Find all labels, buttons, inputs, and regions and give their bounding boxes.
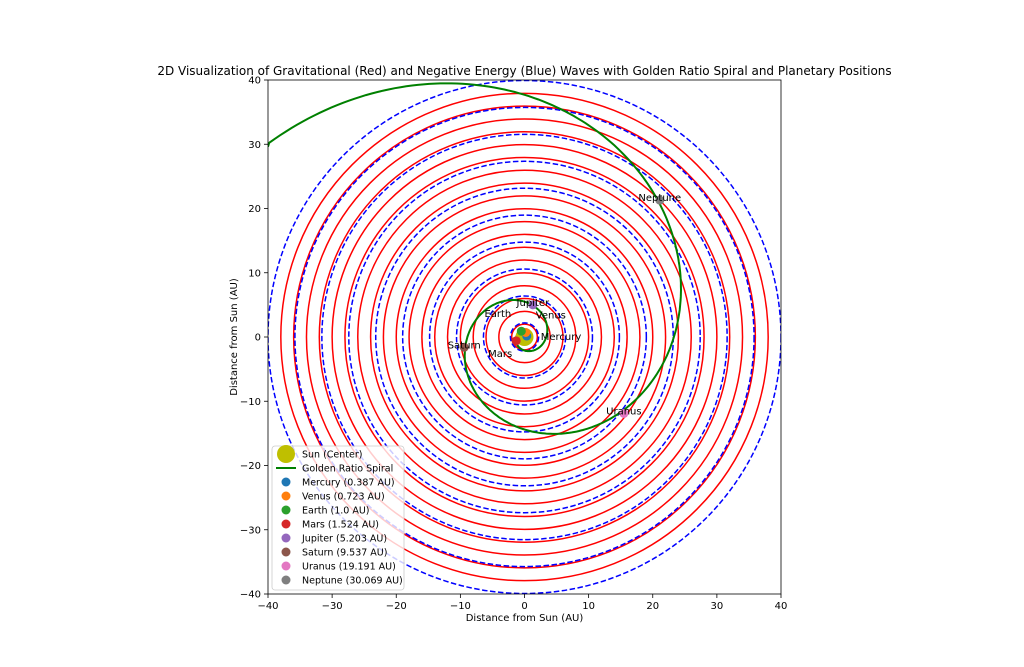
- y-tick-label: 40: [248, 76, 261, 87]
- gravitational-wave-circle: [421, 233, 628, 441]
- planet-label-venus: Venus: [536, 311, 566, 322]
- legend-marker-jupiter: [281, 533, 291, 543]
- x-tick-label: −40: [257, 601, 278, 612]
- legend-label-jupiter: Jupiter (5.203 AU): [301, 534, 387, 545]
- gravitational-wave-circle: [408, 220, 641, 454]
- negative-energy-wave-circle: [428, 241, 621, 433]
- legend-label-neptune: Neptune (30.069 AU): [302, 576, 403, 587]
- legend-label-mars: Mars (1.524 AU): [302, 520, 379, 531]
- y-tick-label: −10: [240, 397, 261, 408]
- legend-label-saturn: Saturn (9.537 AU): [302, 548, 387, 559]
- y-tick-label: −30: [240, 525, 261, 536]
- gravitational-wave-circle: [485, 297, 564, 377]
- legend-marker-mars: [281, 519, 291, 529]
- planet-marker-mars: [511, 336, 521, 346]
- legend-sun-marker: [277, 445, 295, 463]
- negative-energy-wave-circle: [482, 295, 567, 379]
- planet-marker-jupiter: [528, 300, 538, 310]
- negative-energy-wave-circle: [401, 214, 648, 460]
- legend-marker-neptune: [281, 575, 291, 585]
- negative-energy-wave-circle: [268, 80, 781, 594]
- y-axis-label: Distance from Sun (AU): [229, 278, 240, 396]
- x-tick-label: 40: [775, 601, 788, 612]
- planet-marker-saturn: [459, 342, 469, 352]
- y-tick-label: 0: [255, 333, 261, 344]
- x-tick-label: 0: [521, 601, 527, 612]
- golden-ratio-spiral: [268, 82, 683, 435]
- x-tick-label: 30: [711, 601, 724, 612]
- y-tick-label: −40: [240, 590, 261, 601]
- legend-label-uranus: Uranus (19.191 AU): [302, 562, 396, 573]
- plot-area: [268, 80, 781, 594]
- planet-label-saturn: Saturn: [448, 340, 481, 351]
- planet-label-earth: Earth: [484, 309, 511, 320]
- negative-energy-wave-circle: [348, 160, 701, 514]
- axis-ticks: −40 −30 −20 −10 0 10 20 30 40 −40 −30 −20 −10 0 10 20 30…: [240, 76, 787, 613]
- planet-label-jupiter: Jupiter: [516, 298, 550, 309]
- gravitational-wave-circle: [318, 131, 731, 543]
- legend: Sun (Center) Golden Ratio Spiral Mercury (…: [271, 445, 405, 591]
- x-tick-label: −30: [322, 601, 343, 612]
- legend-marker-mercury: [281, 477, 291, 487]
- chart-title: 2D Visualization of Gravitational (Red) …: [157, 64, 891, 78]
- gravitational-wave-circle: [344, 156, 705, 518]
- gravitational-wave-circle: [382, 195, 667, 479]
- planet-marker-neptune: [655, 195, 665, 205]
- legend-marker-venus: [281, 491, 291, 501]
- x-axis-label: Distance from Sun (AU): [466, 613, 584, 624]
- gravitational-wave-circle: [433, 246, 616, 428]
- gravitational-wave-circle: [395, 208, 654, 466]
- gravitational-wave-circle: [280, 92, 769, 582]
- gravitational-wave-circle: [446, 259, 603, 415]
- x-tick-label: 10: [582, 601, 595, 612]
- negative-energy-wave-circle: [294, 106, 755, 568]
- gravitational-wave-circle: [459, 272, 590, 402]
- planet-marker-earth: [516, 326, 526, 336]
- negative-energy-wave-circle: [509, 322, 540, 352]
- legend-marker-saturn: [281, 547, 291, 557]
- x-tick-label: −10: [450, 601, 471, 612]
- gravitational-wave-circle: [331, 143, 718, 531]
- negative-energy-wave-circle: [321, 133, 728, 541]
- y-tick-label: 10: [248, 268, 261, 279]
- gravitational-wave-circle: [292, 105, 757, 569]
- legend-marker-earth: [281, 505, 291, 515]
- planet-label-mars: Mars: [488, 349, 512, 360]
- planet-label-neptune: Neptune: [638, 193, 681, 204]
- legend-label-earth: Earth (1.0 AU): [302, 506, 370, 517]
- gravitational-wave-circle: [369, 182, 680, 492]
- legend-box: [271, 445, 405, 591]
- y-tick-label: 20: [248, 204, 261, 215]
- legend-marker-uranus: [281, 561, 291, 571]
- gravitational-wave-circle: [305, 118, 744, 556]
- gravitational-wave-circle: [472, 284, 577, 390]
- y-tick-label: 30: [248, 140, 261, 151]
- legend-label-venus: Venus (0.723 AU): [302, 492, 385, 503]
- gravitational-wave-circle: [498, 310, 551, 364]
- legend-label-sun: Sun (Center): [302, 450, 362, 461]
- x-tick-label: 20: [646, 601, 659, 612]
- negative-energy-wave-circle: [455, 268, 594, 406]
- gravitational-wave-circle: [357, 169, 692, 505]
- planet-label-mercury: Mercury: [541, 332, 582, 343]
- legend-label-mercury: Mercury (0.387 AU): [302, 478, 395, 489]
- planet-label-uranus: Uranus: [606, 406, 641, 417]
- x-tick-label: −20: [386, 601, 407, 612]
- legend-label-spiral: Golden Ratio Spiral: [302, 464, 393, 475]
- planet-marker-uranus: [619, 408, 629, 418]
- y-tick-label: −20: [240, 461, 261, 472]
